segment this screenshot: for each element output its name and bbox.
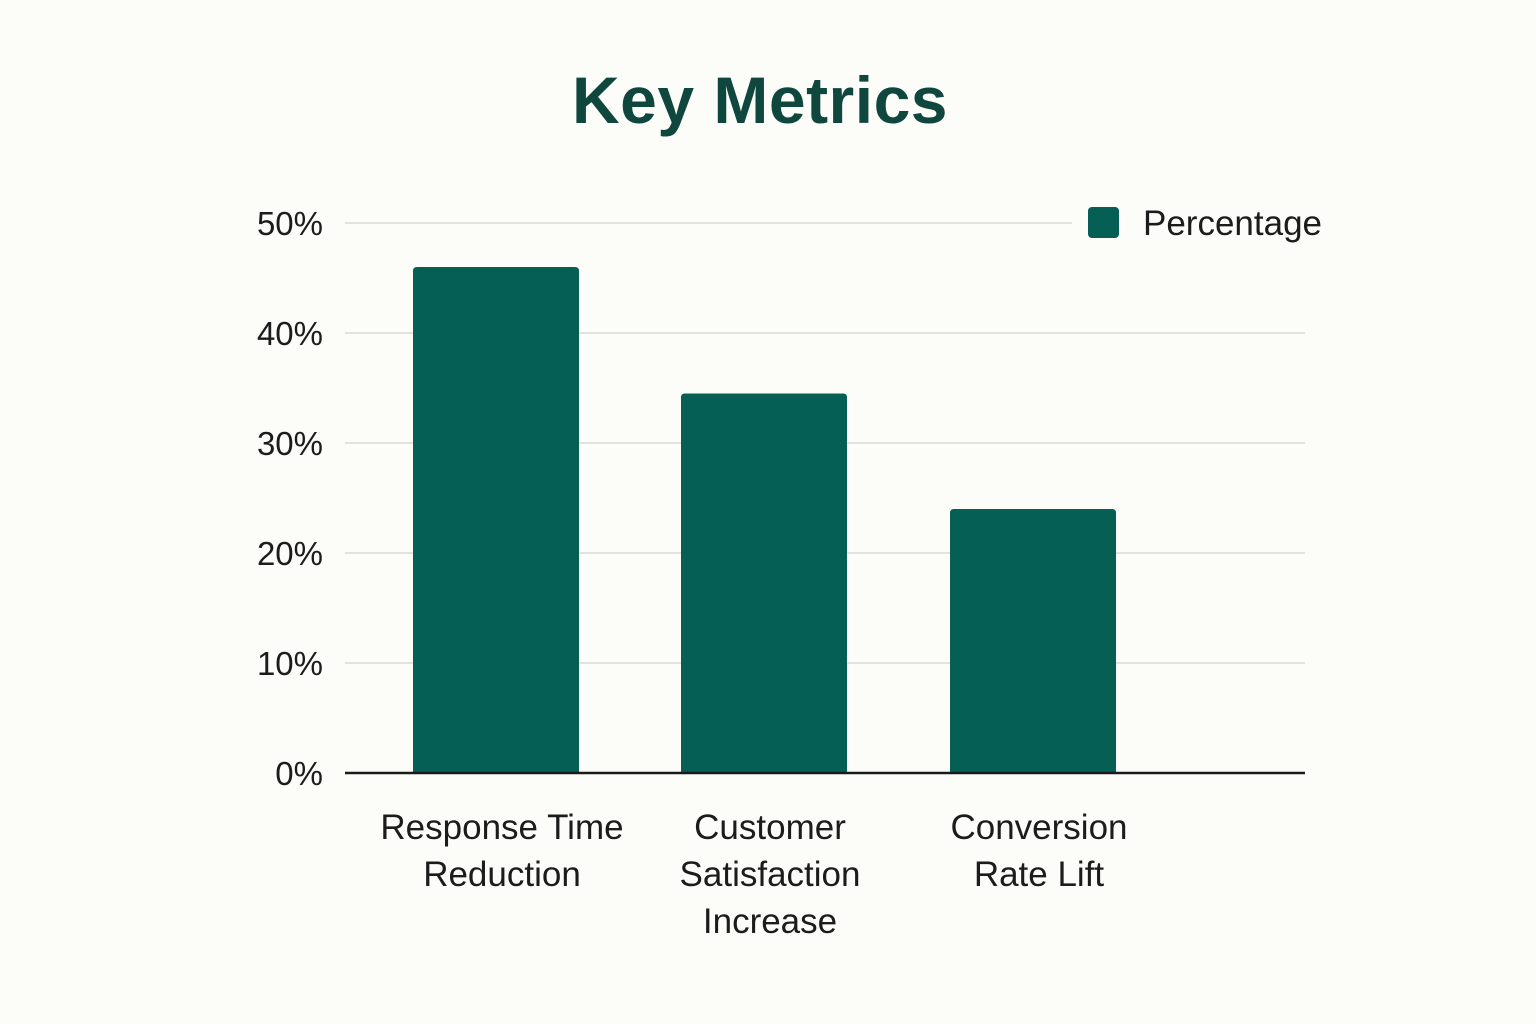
y-tick-label: 20% bbox=[257, 535, 323, 572]
legend-label: Percentage bbox=[1143, 204, 1322, 243]
y-tick-label: 40% bbox=[257, 315, 323, 352]
x-tick-label: Customer Satisfaction Increase bbox=[680, 808, 861, 941]
x-tick-label: Response Time Reduction bbox=[380, 808, 623, 894]
bar bbox=[681, 393, 847, 773]
legend-swatch bbox=[1088, 207, 1119, 238]
y-tick-label: 30% bbox=[257, 425, 323, 462]
chart-title: Key Metrics bbox=[571, 63, 948, 137]
y-tick-label: 10% bbox=[257, 645, 323, 682]
y-tick-label: 0% bbox=[275, 755, 323, 792]
y-tick-label: 50% bbox=[257, 205, 323, 242]
bar bbox=[413, 267, 579, 773]
x-tick-label: Conversion Rate Lift bbox=[950, 808, 1127, 894]
bar bbox=[950, 509, 1116, 773]
